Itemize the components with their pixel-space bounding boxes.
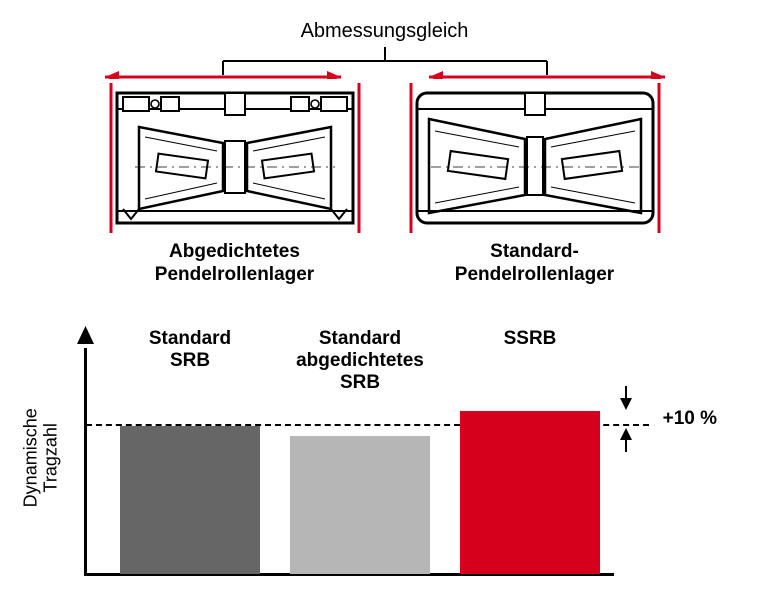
y-axis-line: Tragzahl	[41, 423, 61, 492]
caption-line: Abgedichtetes	[169, 241, 300, 262]
dimension-bracket	[65, 47, 705, 79]
bar-2	[460, 411, 600, 574]
caption-line: Pendelrollenlager	[155, 264, 314, 285]
sealed-bearing-svg	[105, 83, 365, 233]
bar-label-0: StandardSRB	[100, 328, 280, 372]
sealed-bearing-caption: Abgedichtetes Pendelrollenlager	[155, 241, 314, 287]
bar-chart: Dynamische Tragzahl +10 %	[20, 328, 749, 588]
percent-label: +10 %	[663, 408, 717, 430]
dimension-label: Abmessungsgleich	[20, 20, 749, 43]
bar-label-2: SSRB	[440, 328, 620, 350]
percent-arrows	[611, 384, 641, 454]
standard-bearing-caption: Standard- Pendelrollenlager	[455, 241, 614, 287]
standard-bearing-diagram: Standard- Pendelrollenlager	[405, 83, 665, 287]
y-axis-label: Dynamische Tragzahl	[20, 328, 64, 588]
y-axis-arrow	[75, 326, 96, 344]
caption-line: Pendelrollenlager	[455, 264, 614, 285]
bar-0	[120, 426, 260, 574]
sealed-bearing-diagram: Abgedichtetes Pendelrollenlager	[105, 83, 365, 287]
bar-label-1: StandardabgedichtetesSRB	[270, 328, 450, 394]
y-axis	[84, 348, 87, 576]
y-axis-line: Dynamische	[21, 408, 41, 507]
bar-1	[290, 436, 430, 574]
caption-line: Standard-	[490, 241, 579, 262]
diagram-section: Abmessungsgleich	[20, 20, 749, 300]
standard-bearing-svg	[405, 83, 665, 233]
